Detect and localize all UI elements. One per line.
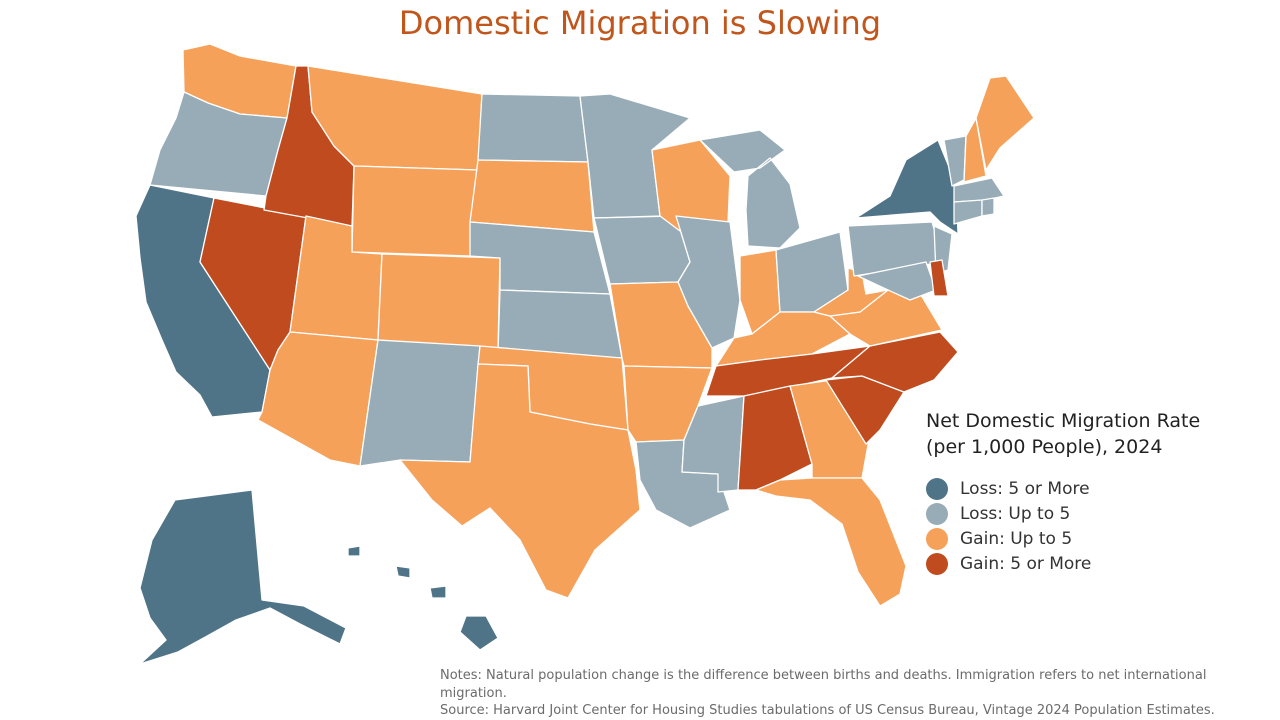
legend-swatch xyxy=(926,527,948,550)
state-illinois xyxy=(675,215,741,349)
map-legend: Net Domestic Migration Rate (per 1,000 P… xyxy=(926,408,1200,576)
state-florida xyxy=(755,477,907,607)
legend-item-label: Gain: 5 or More xyxy=(960,553,1092,574)
state-maryland xyxy=(857,261,937,301)
state-north-dakota xyxy=(477,93,589,163)
state-delaware xyxy=(929,259,949,297)
state-new-hampshire xyxy=(963,117,987,183)
legend-item-loss-5-or-more: Loss: 5 or More xyxy=(926,476,1200,501)
state-maine xyxy=(975,75,1035,171)
legend-swatch xyxy=(926,502,948,525)
state-colorado xyxy=(377,253,501,351)
legend-swatch xyxy=(926,477,948,500)
state-new-mexico xyxy=(359,339,481,467)
state-massachusetts xyxy=(953,177,1005,203)
state-kansas xyxy=(497,289,623,359)
map-title: Domestic Migration is Slowing xyxy=(398,4,882,42)
state-south-dakota xyxy=(469,159,595,233)
state-hawaii xyxy=(347,545,499,651)
state-michigan xyxy=(699,129,801,249)
source-text: Source: Harvard Joint Center for Housing… xyxy=(440,703,1215,718)
legend-title-line-1: Net Domestic Migration Rate xyxy=(926,410,1201,432)
legend-item-loss-up-to-5: Loss: Up to 5 xyxy=(926,501,1200,526)
state-new-york xyxy=(855,139,959,235)
state-rhode-island xyxy=(981,197,995,217)
state-wyoming xyxy=(351,165,479,257)
state-alaska xyxy=(139,489,347,665)
legend-item-label: Loss: Up to 5 xyxy=(960,503,1071,524)
legend-item-label: Loss: 5 or More xyxy=(960,478,1090,499)
state-connecticut xyxy=(953,199,983,225)
legend-swatch xyxy=(926,552,948,575)
state-texas xyxy=(399,363,641,599)
notes-text: Notes: Natural population change is the … xyxy=(440,668,1207,701)
legend-item-gain-up-to-5: Gain: Up to 5 xyxy=(926,526,1200,551)
legend-title-line-2: (per 1,000 People), 2024 xyxy=(926,436,1163,458)
legend-item-label: Gain: Up to 5 xyxy=(960,528,1073,549)
legend-item-gain-5-or-more: Gain: 5 or More xyxy=(926,551,1200,576)
map-notes: Notes: Natural population change is the … xyxy=(440,667,1260,720)
